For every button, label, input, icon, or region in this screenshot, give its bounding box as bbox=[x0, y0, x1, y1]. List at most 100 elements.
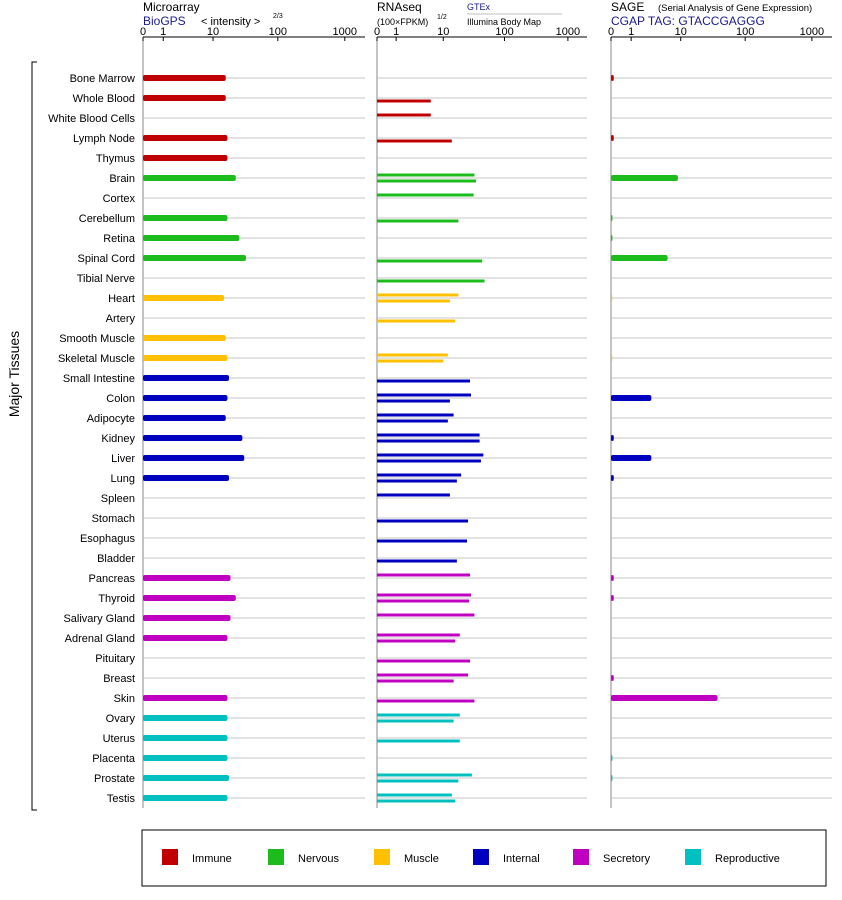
rnaseq-bar bbox=[377, 353, 448, 357]
tissue-label: Pituitary bbox=[95, 653, 135, 665]
tissue-label: Thymus bbox=[96, 153, 136, 165]
legend-swatch-reproductive bbox=[685, 849, 701, 865]
tissue-label: Thyroid bbox=[98, 593, 135, 605]
tissue-label: Smooth Muscle bbox=[59, 333, 135, 345]
microarray-bar bbox=[143, 295, 224, 301]
y-group-label: Major Tissues bbox=[6, 331, 22, 417]
rnaseq-bar bbox=[377, 633, 460, 637]
tissue-label: Uterus bbox=[103, 733, 136, 745]
microarray-bar bbox=[143, 635, 228, 641]
legend-label-reproductive: Reproductive bbox=[715, 853, 780, 865]
microarray-bar bbox=[143, 475, 229, 481]
microarray-bar bbox=[143, 755, 228, 761]
fpkm-exponent: 1/2 bbox=[437, 14, 447, 21]
microarray-bar bbox=[143, 795, 228, 801]
legend-box bbox=[141, 829, 827, 887]
tissue-label: Brain bbox=[109, 173, 135, 185]
plot-area: Bone Marrow Whole Blood White Blood Cells L… bbox=[48, 26, 832, 808]
rnaseq-bar bbox=[377, 639, 456, 643]
rnaseq-bar bbox=[377, 559, 457, 563]
fpkm-label: (100×FPKM) bbox=[377, 17, 428, 27]
microarray-bar bbox=[143, 395, 228, 401]
microarray-bar bbox=[143, 715, 228, 721]
rnaseq-bar bbox=[377, 739, 460, 743]
rnaseq-tick-label: 1000 bbox=[556, 26, 580, 38]
tissue-label: Cerebellum bbox=[79, 213, 135, 225]
tissue-label: Liver bbox=[111, 453, 135, 465]
rnaseq-bar bbox=[377, 179, 477, 183]
biogps-link[interactable]: BioGPS bbox=[143, 14, 186, 28]
microarray-bar bbox=[143, 695, 228, 701]
rnaseq-bar bbox=[377, 599, 470, 603]
sage-bar bbox=[611, 675, 614, 681]
microarray-bar bbox=[143, 335, 226, 341]
legend-label-secretory: Secretory bbox=[603, 853, 651, 865]
microarray-bar bbox=[143, 775, 229, 781]
rnaseq-bar bbox=[377, 479, 457, 483]
legend-swatch-internal bbox=[473, 849, 489, 865]
illumina-link[interactable]: Illumina Body Map bbox=[467, 17, 541, 27]
rnaseq-bar bbox=[377, 139, 452, 143]
rnaseq-bar bbox=[377, 673, 469, 677]
tissue-label: Bone Marrow bbox=[70, 73, 135, 85]
microarray-bar bbox=[143, 595, 236, 601]
microarray-bar bbox=[143, 355, 228, 361]
rnaseq-bar bbox=[377, 659, 471, 663]
sage-bar bbox=[611, 755, 613, 761]
microarray-bar bbox=[143, 255, 246, 261]
tissue-label: White Blood Cells bbox=[48, 113, 135, 125]
rnaseq-bar bbox=[377, 419, 448, 423]
sage-bar bbox=[611, 455, 652, 461]
tissue-label: Small Intestine bbox=[63, 373, 135, 385]
rnaseq-bar bbox=[377, 613, 475, 617]
rnaseq-bar bbox=[377, 113, 431, 117]
microarray-bar bbox=[143, 575, 231, 581]
sage-bar bbox=[611, 595, 614, 601]
sage-bar bbox=[611, 75, 614, 81]
tissue-label: Lymph Node bbox=[73, 133, 135, 145]
sage-bar bbox=[611, 435, 614, 441]
tissue-label: Skin bbox=[114, 693, 135, 705]
sage-tick-label: 1 bbox=[628, 26, 634, 38]
legend-label-internal: Internal bbox=[503, 853, 540, 865]
microarray-tick-label: 1000 bbox=[333, 26, 357, 38]
group-bracket bbox=[31, 61, 37, 811]
microarray-bar bbox=[143, 615, 231, 621]
tissue-label: Colon bbox=[106, 393, 135, 405]
rnaseq-bar bbox=[377, 719, 454, 723]
microarray-bar bbox=[143, 155, 228, 161]
legend-swatch-immune bbox=[162, 849, 178, 865]
sage-bar bbox=[611, 135, 614, 141]
sage-tick-label: 10 bbox=[675, 26, 687, 38]
legend-label-nervous: Nervous bbox=[298, 853, 339, 865]
sage-bar bbox=[611, 395, 652, 401]
rnaseq-bar bbox=[377, 99, 431, 103]
rnaseq-bar bbox=[377, 319, 456, 323]
rnaseq-bar bbox=[377, 433, 480, 437]
rnaseq-bar bbox=[377, 799, 456, 803]
tissue-label: Esophagus bbox=[80, 533, 136, 545]
tissue-label: Placenta bbox=[92, 753, 136, 765]
tissue-label: Bladder bbox=[97, 553, 135, 565]
rnaseq-bar bbox=[377, 459, 481, 463]
tissue-label: Testis bbox=[107, 793, 136, 805]
microarray-bar bbox=[143, 415, 226, 421]
microarray-tick-label: 10 bbox=[207, 26, 219, 38]
sage-tick-label: 0 bbox=[608, 26, 614, 38]
rnaseq-bar bbox=[377, 573, 471, 577]
rnaseq-bar bbox=[377, 393, 471, 397]
rnaseq-bar bbox=[377, 779, 459, 783]
microarray-bar bbox=[143, 455, 245, 461]
sage-bar bbox=[611, 175, 678, 181]
tissue-label: Spleen bbox=[101, 493, 135, 505]
gtex-link[interactable]: GTEx bbox=[467, 2, 491, 12]
tissue-label: Stomach bbox=[92, 513, 135, 525]
microarray-bar bbox=[143, 135, 228, 141]
rnaseq-bar bbox=[377, 173, 475, 177]
rnaseq-bar bbox=[377, 493, 450, 497]
cgap-tag-link[interactable]: CGAP TAG: GTACCGAGGG bbox=[611, 14, 765, 28]
legend-label-muscle: Muscle bbox=[404, 853, 439, 865]
rnaseq-bar bbox=[377, 439, 480, 443]
sage-bar bbox=[611, 255, 668, 261]
rnaseq-bar bbox=[377, 379, 471, 383]
